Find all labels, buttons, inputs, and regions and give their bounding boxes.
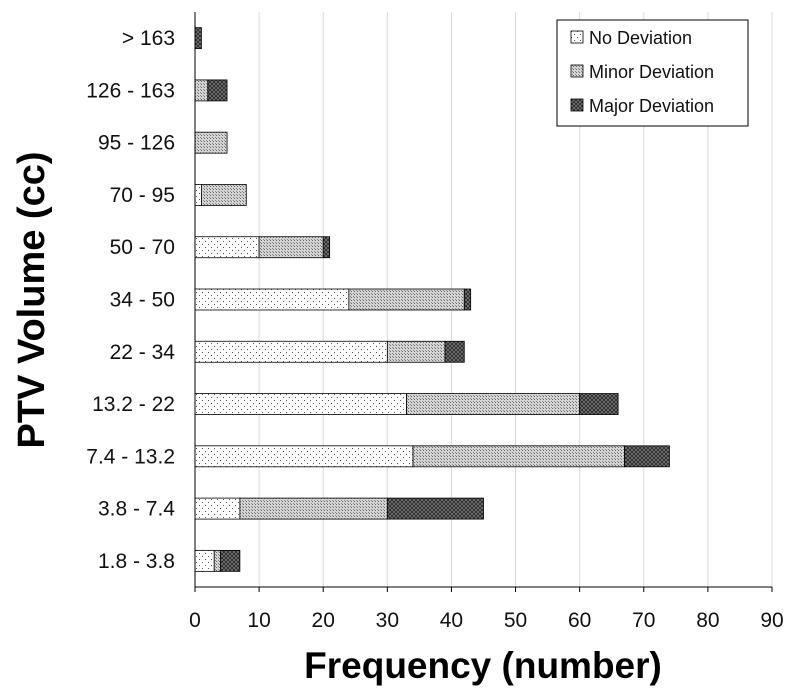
legend-swatch-minor-deviation [570,64,584,78]
bar-minor-deviation-95-126 [194,131,228,154]
x-tick-label-30: 30 [376,609,399,632]
y-axis-title: PTV Volume (cc) [11,151,53,448]
y-tick-label-50-70: 50 - 70 [110,236,175,259]
x-tick-label-40: 40 [440,609,463,632]
bar-minor-deviation-3-8-7-4 [239,497,388,520]
y-tick-label-22-34: 22 - 34 [110,341,176,364]
bar-no-deviation-34-50 [194,288,350,311]
y-tick-label-95-126: 95 - 126 [98,132,175,155]
legend-label-major-deviation: Major Deviation [589,96,714,116]
bar-major-deviation-7-4-13-2 [624,445,670,468]
x-tick-label-50: 50 [504,609,527,632]
bar-major-deviation-163 [194,27,202,50]
bar-major-deviation-3-8-7-4 [386,497,484,520]
y-tick-label-7-4-13-2: 7.4 - 13.2 [86,445,175,468]
bar-minor-deviation-22-34 [386,340,446,363]
y-tick-label-126-163: 126 - 163 [86,79,175,102]
bar-minor-deviation-13-2-22 [406,393,581,415]
x-tick-label-10: 10 [247,609,270,632]
legend-label-minor-deviation: Minor Deviation [589,62,714,82]
legend-swatch-no-deviation [570,30,584,44]
x-tick-label-80: 80 [696,609,719,632]
legend-box [556,19,749,127]
bar-no-deviation-7-4-13-2 [194,445,414,468]
legend-swatch-major-deviation [570,98,584,112]
bars [194,27,670,572]
x-tick-label-90: 90 [760,609,783,632]
bar-major-deviation-126-163 [207,79,228,102]
x-tick-label-0: 0 [189,609,201,632]
bar-no-deviation-70-95 [194,184,202,206]
bar-no-deviation-50-70 [194,236,260,259]
bar-minor-deviation-7-4-13-2 [412,445,625,468]
x-ticks: 0 10 20 30 40 50 60 70 80 90 [189,587,784,632]
legend: No Deviation Minor Deviation Major Deviati… [556,19,749,127]
bar-major-deviation-50-70 [322,236,331,259]
bar-minor-deviation-50-70 [258,236,324,259]
bar-minor-deviation-34-50 [348,288,465,311]
y-tick-label-70-95: 70 - 95 [110,184,175,207]
y-tick-label-163: > 163 [122,27,175,50]
x-tick-label-70: 70 [632,609,655,632]
x-tick-label-60: 60 [568,609,591,632]
bar-no-deviation-22-34 [194,340,388,363]
x-tick-label-20: 20 [312,609,335,632]
bar-major-deviation-34-50 [463,288,472,311]
legend-label-no-deviation: No Deviation [589,28,692,48]
y-tick-label-3-8-7-4: 3.8 - 7.4 [98,498,175,521]
bar-major-deviation-1-8-3-8 [220,549,241,572]
y-ticks: 1.8 - 3.8 3.8 - 7.4 7.4 - 13.2 13.2 - 22 22 … [86,27,175,573]
y-tick-label-13-2-22: 13.2 - 22 [92,393,175,416]
bar-no-deviation-3-8-7-4 [194,497,241,520]
bar-minor-deviation-70-95 [201,184,247,206]
bar-no-deviation-1-8-3-8 [194,549,215,572]
bar-major-deviation-13-2-22 [579,393,619,415]
x-axis-title: Frequency (number) [304,645,662,686]
bar-major-deviation-22-34 [444,340,465,363]
y-tick-label-34-50: 34 - 50 [110,289,175,312]
bar-minor-deviation-1-8-3-8 [213,549,222,572]
bar-minor-deviation-126-163 [194,79,209,102]
y-tick-label-1-8-3-8: 1.8 - 3.8 [98,550,175,573]
bar-no-deviation-13-2-22 [194,393,407,415]
